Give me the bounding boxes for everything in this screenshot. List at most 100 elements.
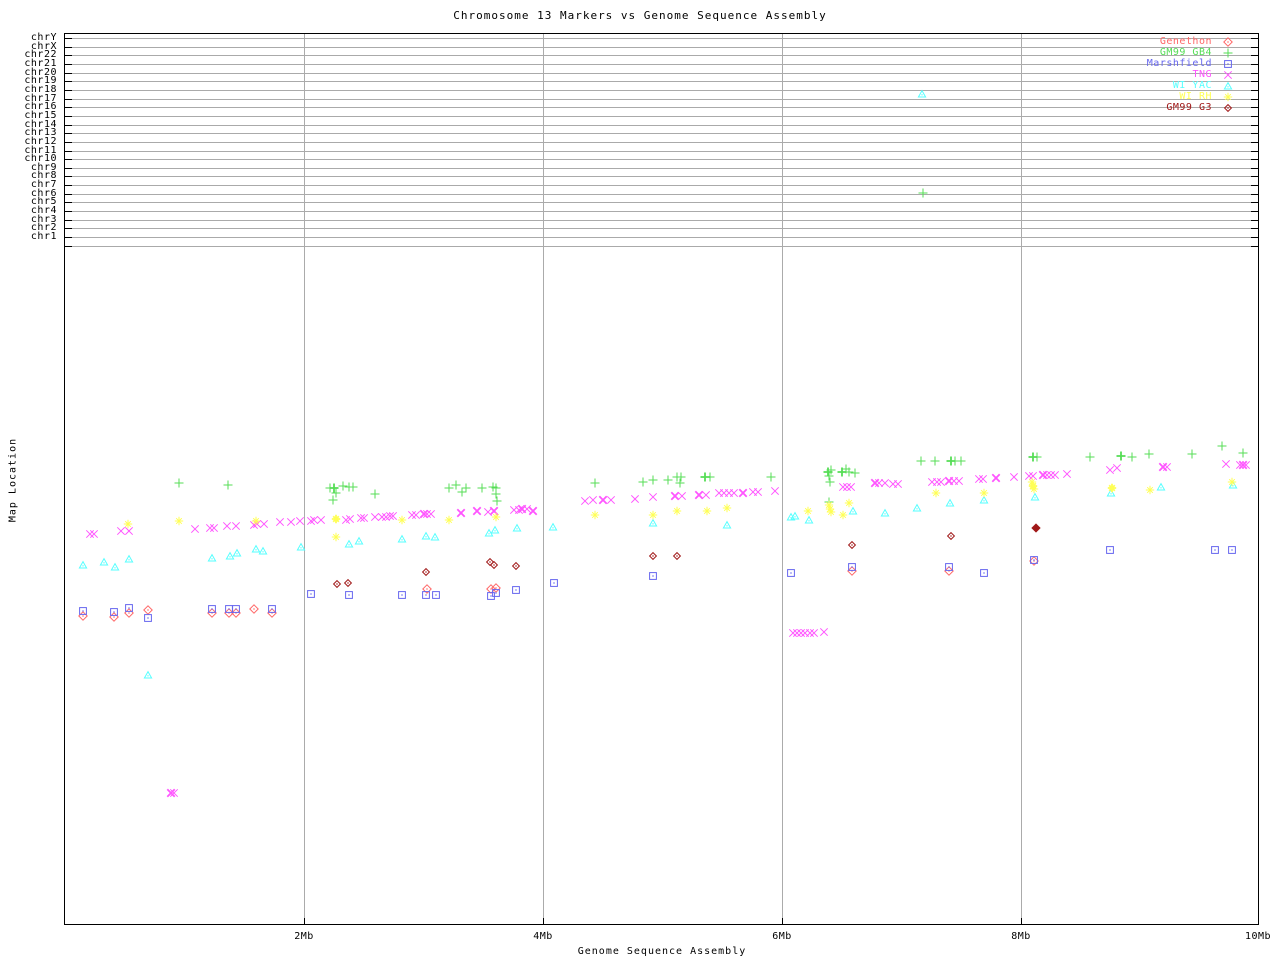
- legend-label: Marshfield: [1146, 58, 1212, 69]
- data-point-gm99-gb4: [1144, 449, 1154, 459]
- y-tick-right: [1251, 142, 1258, 143]
- data-point-marshfield: [1211, 546, 1219, 554]
- data-point-tng: [677, 491, 687, 501]
- y-tick-left: [65, 211, 72, 212]
- data-point-wi-rh: [826, 507, 836, 517]
- data-point-genethon: [249, 604, 259, 614]
- x-tick: [543, 918, 544, 925]
- data-point-wi-yac: [207, 553, 217, 562]
- data-point-tng: [1009, 472, 1019, 482]
- y-tick-left: [65, 47, 72, 48]
- data-point-gm99-gb4: [338, 481, 348, 491]
- legend-marker-icon: [1223, 70, 1233, 80]
- data-point-tng: [1221, 459, 1231, 469]
- data-point-wi-yac: [296, 542, 306, 551]
- x-tick-label: 10Mb: [1244, 931, 1272, 942]
- data-point-tng: [1062, 469, 1072, 479]
- x-tick: [782, 918, 783, 925]
- data-point-tng: [880, 478, 890, 488]
- chromosome-line: [72, 99, 1252, 100]
- data-point-genethon: [944, 566, 954, 576]
- legend-label: GM99 G3: [1166, 102, 1212, 113]
- data-point-tng: [528, 506, 538, 516]
- data-point-gm99-gb4: [916, 456, 926, 466]
- data-point-gm99-gb4: [918, 188, 928, 198]
- data-point-tng: [275, 517, 285, 527]
- data-point-tng: [842, 482, 852, 492]
- data-point-tng: [124, 526, 134, 536]
- chromosome-line: [72, 133, 1252, 134]
- data-point-marshfield: [144, 614, 152, 622]
- data-point-tng: [209, 523, 219, 533]
- y-tick-left: [65, 142, 72, 143]
- data-point-wi-yac: [917, 89, 927, 98]
- data-point-wi-rh: [931, 488, 941, 498]
- data-point-tng: [419, 509, 429, 519]
- data-point-gm99-gb4: [590, 478, 600, 488]
- data-point-wi-yac: [790, 511, 800, 520]
- y-tick-left: [65, 228, 72, 229]
- data-point-wi-yac: [251, 544, 261, 553]
- data-point-wi-rh: [979, 488, 989, 498]
- data-point-gm99-gb4: [477, 483, 487, 493]
- data-point-wi-rh: [1029, 484, 1039, 494]
- chromosome-line: [72, 168, 1252, 169]
- data-point-gm99-gb4: [457, 487, 467, 497]
- data-point-wi-rh: [825, 504, 835, 514]
- data-point-wi-rh: [331, 514, 341, 524]
- y-tick-right: [1251, 81, 1258, 82]
- chromosome-line: [72, 185, 1252, 186]
- chromosome-line: [72, 81, 1252, 82]
- chromosome-label: chr18: [24, 84, 57, 95]
- data-point-tng: [670, 491, 680, 501]
- data-point-gm99-gb4: [705, 472, 715, 482]
- data-point-tng: [588, 495, 598, 505]
- legend-marker-icon: [1224, 60, 1232, 68]
- data-point-gm99-gb4: [1116, 451, 1126, 461]
- chromosome-label: chr9: [30, 162, 57, 173]
- data-point-tng: [846, 482, 856, 492]
- y-tick-right: [1251, 220, 1258, 221]
- data-point-gm99-gb4: [348, 482, 358, 492]
- chromosome-line: [72, 90, 1252, 91]
- data-point-marshfield: [345, 591, 353, 599]
- y-tick-right: [1251, 99, 1258, 100]
- y-tick-left: [65, 133, 72, 134]
- data-point-wi-rh: [838, 510, 848, 520]
- chromosome-line: [72, 142, 1252, 143]
- data-point-tng: [359, 513, 369, 523]
- data-point-wi-yac: [225, 551, 235, 560]
- chromosome-line: [72, 38, 1252, 39]
- chromosome-label: chr17: [24, 93, 57, 104]
- legend-marker-icon: [1223, 37, 1233, 47]
- data-point-genethon: [491, 583, 501, 593]
- chromosome-label: chr16: [24, 101, 57, 112]
- data-point-gm99-g3: [332, 579, 342, 589]
- data-point-wi-yac: [232, 548, 242, 557]
- data-point-gm99-gb4: [648, 475, 658, 485]
- data-point-tng: [1024, 471, 1034, 481]
- chromosome-label: chr12: [24, 136, 57, 147]
- data-point-gm99-g3: [489, 560, 499, 570]
- data-point-gm99-gb4: [370, 489, 380, 499]
- data-point-tng: [388, 511, 398, 521]
- data-point-gm99-g3: [511, 561, 521, 571]
- y-tick-left: [65, 220, 72, 221]
- data-point-tng: [426, 509, 436, 519]
- data-point-genethon: [207, 608, 217, 618]
- data-point-tng: [1112, 463, 1122, 473]
- data-point-wi-rh: [491, 512, 501, 522]
- data-point-gm99-g3: [672, 551, 682, 561]
- data-point-marshfield: [232, 605, 240, 613]
- data-point-tng: [598, 495, 608, 505]
- chromosome-label: chr21: [24, 58, 57, 69]
- data-point-tng: [932, 477, 942, 487]
- data-point-gm99-gb4: [826, 465, 836, 475]
- data-point-marshfield: [125, 604, 133, 612]
- data-point-tng: [893, 479, 903, 489]
- data-point-wi-rh: [824, 500, 834, 510]
- chromosome-label: chr22: [24, 49, 57, 60]
- data-point-tng: [309, 515, 319, 525]
- data-point-wi-yac: [490, 525, 500, 534]
